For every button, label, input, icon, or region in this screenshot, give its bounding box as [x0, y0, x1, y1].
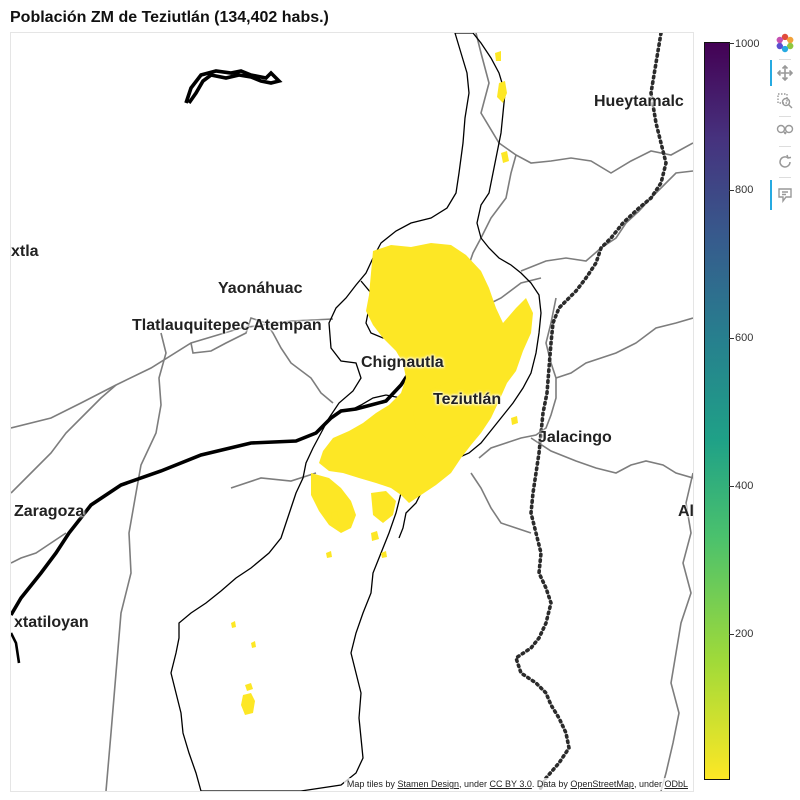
- boundary-line: [555, 317, 693, 379]
- place-label-hueytamalco: Hueytamalc: [594, 93, 684, 110]
- highway-line: [184, 69, 283, 105]
- wheel-zoom-icon[interactable]: [774, 120, 796, 142]
- hover-icon[interactable]: [774, 184, 796, 206]
- bokeh-logo-icon[interactable]: [774, 32, 796, 54]
- population-density-layer: [231, 51, 533, 715]
- boundary-line: [11, 532, 67, 564]
- state-boundary-line: [513, 33, 668, 791]
- boundary-line: [660, 472, 693, 791]
- pan-icon[interactable]: [774, 62, 796, 84]
- municipal-boundaries: [11, 33, 693, 791]
- place-label-xtatiloyan: xtatiloyan: [14, 614, 89, 631]
- boundary-line: [11, 318, 334, 429]
- toolbar-separator: [779, 177, 791, 178]
- density-blob: [497, 81, 507, 103]
- density-blob: [381, 551, 387, 558]
- place-label-yaonahuac: Yaonáhuac: [218, 280, 303, 297]
- place-label-chignautla: Chignautla: [361, 354, 444, 371]
- plot-title: Población ZM de Teziutlán (134,402 habs.…: [10, 9, 329, 26]
- place-label-xtla: xtla: [11, 243, 39, 260]
- toolbar-separator: [779, 146, 791, 147]
- highway-line: [11, 372, 411, 616]
- colorbar-tick: [729, 486, 734, 487]
- colorbar-tick: [729, 43, 734, 44]
- active-tool-indicator: [770, 180, 772, 210]
- toolbar-separator: [779, 59, 791, 60]
- map-plot-area[interactable]: Hueytamalc xtla Yaonáhuac Tlatlauquitepe…: [10, 32, 694, 792]
- boundary-line: [520, 170, 693, 272]
- boundary-line: [530, 437, 693, 479]
- colorbar: [704, 42, 730, 780]
- openstreetmap-link[interactable]: OpenStreetMap: [570, 779, 634, 789]
- density-blob: [501, 151, 509, 163]
- attribution-text: Map tiles by: [346, 779, 398, 789]
- boundary-line: [465, 154, 517, 274]
- highway-line: [11, 632, 21, 664]
- density-blob: [241, 693, 255, 715]
- boundary-line: [11, 384, 117, 494]
- colorbar-tick: [729, 190, 734, 191]
- boundary-line: [470, 472, 532, 534]
- metro-zone-outline: [170, 33, 542, 791]
- place-label-al: Al: [678, 503, 694, 520]
- cc-by-link[interactable]: CC BY 3.0: [489, 779, 532, 789]
- attribution-text: , under: [633, 779, 665, 789]
- odbl-link[interactable]: ODbL: [664, 779, 688, 789]
- toolbar-separator: [779, 116, 791, 117]
- boundary-line: [190, 316, 334, 404]
- density-blob: [413, 378, 481, 441]
- density-blob: [319, 243, 533, 503]
- boundary-line: [105, 332, 167, 791]
- reset-icon[interactable]: [774, 151, 796, 173]
- attribution-text: . Data by: [531, 779, 571, 789]
- density-blob: [326, 551, 332, 558]
- colorbar-tick: [729, 338, 734, 339]
- colorbar-tick-label: 200: [735, 628, 754, 640]
- active-tool-indicator: [770, 60, 772, 86]
- boundary-line: [475, 33, 693, 174]
- density-blob: [231, 621, 236, 628]
- map-attribution: Map tiles by Stamen Design, under CC BY …: [343, 778, 691, 790]
- place-label-jalacingo: Jalacingo: [538, 429, 612, 446]
- stamen-design-link[interactable]: Stamen Design: [397, 779, 459, 789]
- map-basemap: [11, 33, 693, 791]
- density-blob: [251, 641, 256, 648]
- colorbar-tick-label: 400: [735, 480, 754, 492]
- place-label-zaragoza: Zaragoza: [14, 503, 85, 520]
- boundary-line: [478, 297, 557, 459]
- place-label-tlatlauquitepec-atempan: Tlatlauquitepec Atempan: [132, 317, 322, 334]
- colorbar-tick: [729, 634, 734, 635]
- density-blob: [511, 416, 518, 425]
- density-blob: [311, 473, 356, 533]
- colorbar-tick-label: 800: [735, 184, 754, 196]
- attribution-text: , under: [458, 779, 490, 789]
- box-zoom-icon[interactable]: [774, 90, 796, 112]
- place-label-teziutlan: Teziutlán: [433, 391, 502, 408]
- density-blob: [245, 683, 253, 691]
- density-blob: [331, 511, 339, 523]
- colorbar-tick-label: 1000: [735, 38, 760, 50]
- density-blob: [495, 51, 501, 61]
- colorbar-tick-label: 600: [735, 332, 754, 344]
- density-blob: [371, 531, 379, 541]
- density-blob: [371, 491, 396, 523]
- highways: [11, 69, 411, 664]
